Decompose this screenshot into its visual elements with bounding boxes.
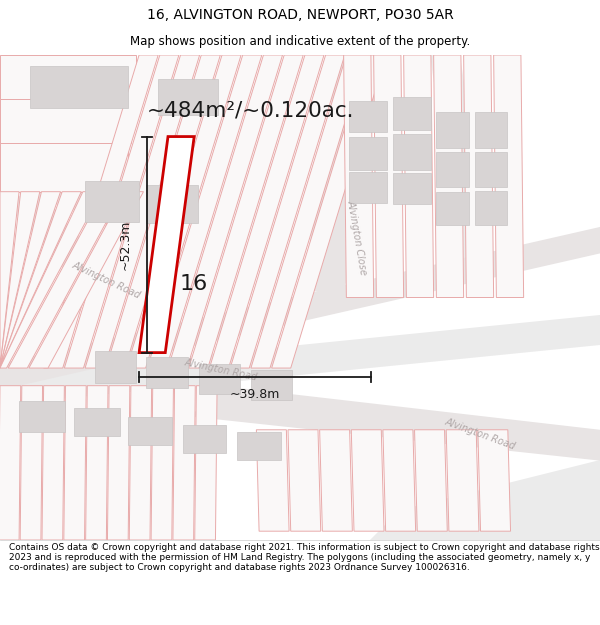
Polygon shape <box>446 430 479 531</box>
Polygon shape <box>0 315 600 405</box>
Polygon shape <box>0 386 21 540</box>
Polygon shape <box>147 55 262 368</box>
Text: Alvington Close: Alvington Close <box>346 199 369 276</box>
Polygon shape <box>374 55 404 298</box>
Text: Contains OS data © Crown copyright and database right 2021. This information is : Contains OS data © Crown copyright and d… <box>9 542 599 572</box>
Polygon shape <box>44 55 158 368</box>
Polygon shape <box>349 137 387 169</box>
Polygon shape <box>288 430 321 531</box>
Polygon shape <box>370 460 600 540</box>
Polygon shape <box>344 55 374 298</box>
Polygon shape <box>42 386 64 540</box>
Polygon shape <box>475 112 507 148</box>
Polygon shape <box>349 101 387 132</box>
Polygon shape <box>383 430 416 531</box>
Polygon shape <box>195 386 217 540</box>
Polygon shape <box>430 55 490 265</box>
Polygon shape <box>303 55 382 298</box>
Text: ~484m²/~0.120ac.: ~484m²/~0.120ac. <box>147 100 355 120</box>
Polygon shape <box>146 185 198 223</box>
Polygon shape <box>320 430 352 531</box>
Polygon shape <box>415 430 447 531</box>
Polygon shape <box>0 143 128 192</box>
Polygon shape <box>189 55 303 368</box>
Polygon shape <box>95 351 136 384</box>
Polygon shape <box>475 152 507 188</box>
Polygon shape <box>393 134 431 169</box>
Polygon shape <box>436 192 469 225</box>
Polygon shape <box>0 99 131 143</box>
Polygon shape <box>20 386 43 540</box>
Polygon shape <box>393 173 431 204</box>
Polygon shape <box>434 55 464 298</box>
Polygon shape <box>351 430 384 531</box>
Polygon shape <box>0 192 102 368</box>
Polygon shape <box>19 401 65 432</box>
Polygon shape <box>230 55 345 368</box>
Polygon shape <box>199 364 240 394</box>
Text: Alvington Road: Alvington Road <box>71 259 142 300</box>
Polygon shape <box>168 55 283 368</box>
Text: Alvington Road: Alvington Road <box>443 417 517 452</box>
Polygon shape <box>404 55 434 298</box>
Polygon shape <box>0 192 40 368</box>
Polygon shape <box>0 196 109 271</box>
Text: 16, ALVINGTON ROAD, NEWPORT, PO30 5AR: 16, ALVINGTON ROAD, NEWPORT, PO30 5AR <box>146 8 454 22</box>
Polygon shape <box>128 416 172 445</box>
Polygon shape <box>86 386 108 540</box>
Polygon shape <box>139 137 194 352</box>
Polygon shape <box>129 386 152 540</box>
Polygon shape <box>8 192 123 368</box>
Polygon shape <box>0 55 136 99</box>
Polygon shape <box>191 386 600 461</box>
Polygon shape <box>0 160 145 230</box>
Polygon shape <box>393 97 431 130</box>
Polygon shape <box>478 430 511 531</box>
Polygon shape <box>251 370 292 400</box>
Polygon shape <box>158 79 218 114</box>
Polygon shape <box>0 192 61 368</box>
Polygon shape <box>173 386 195 540</box>
Polygon shape <box>251 55 365 368</box>
Polygon shape <box>64 386 86 540</box>
Text: Map shows position and indicative extent of the property.: Map shows position and indicative extent… <box>130 35 470 48</box>
Polygon shape <box>64 55 179 368</box>
Polygon shape <box>475 191 507 225</box>
Polygon shape <box>74 408 120 436</box>
Polygon shape <box>107 386 130 540</box>
Polygon shape <box>30 66 128 108</box>
Polygon shape <box>29 192 143 368</box>
Polygon shape <box>0 227 600 390</box>
Polygon shape <box>183 426 226 453</box>
Polygon shape <box>237 432 281 460</box>
Polygon shape <box>436 152 469 188</box>
Polygon shape <box>106 55 220 368</box>
Polygon shape <box>256 430 289 531</box>
Polygon shape <box>0 192 19 368</box>
Polygon shape <box>127 55 241 368</box>
Polygon shape <box>494 55 524 298</box>
Polygon shape <box>0 192 81 368</box>
Text: ~52.3m: ~52.3m <box>119 219 132 270</box>
Polygon shape <box>151 386 173 540</box>
Polygon shape <box>146 357 188 388</box>
Text: 16: 16 <box>179 274 208 294</box>
Polygon shape <box>272 55 386 368</box>
Polygon shape <box>349 172 387 202</box>
Text: ~39.8m: ~39.8m <box>230 388 280 401</box>
Text: Alvington Road: Alvington Road <box>184 357 259 383</box>
Polygon shape <box>209 55 324 368</box>
Polygon shape <box>464 55 494 298</box>
Polygon shape <box>85 55 200 368</box>
Polygon shape <box>85 181 139 222</box>
Polygon shape <box>436 112 469 148</box>
